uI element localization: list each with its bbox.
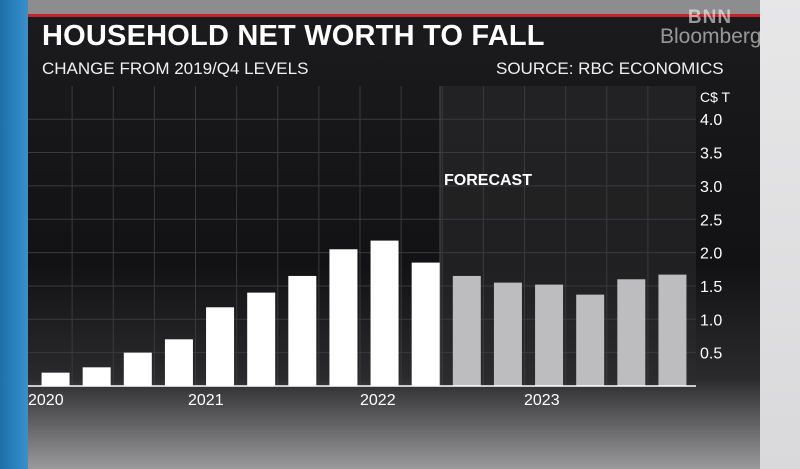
bar-actual-2 bbox=[123, 352, 152, 386]
y-tick-label-4: 2.5 bbox=[700, 212, 722, 229]
y-axis-ticks: 0.5 1.0 1.5 2.0 2.5 3.0 3.5 4.0 bbox=[700, 112, 722, 362]
bar-forecast-13 bbox=[576, 294, 605, 386]
bar-actual-8 bbox=[370, 240, 399, 386]
forecast-shade bbox=[440, 86, 696, 386]
bar-actual-1 bbox=[82, 367, 111, 386]
x-year-label-2022: 2022 bbox=[360, 392, 396, 409]
bars-layer bbox=[41, 240, 687, 386]
y-tick-label-1: 1.0 bbox=[700, 312, 722, 329]
logo-line-bloomberg: Bloomberg bbox=[660, 25, 762, 48]
bar-actual-7 bbox=[329, 249, 358, 386]
bar-forecast-10 bbox=[452, 275, 481, 386]
bar-actual-3 bbox=[164, 339, 193, 386]
bar-actual-9 bbox=[411, 262, 440, 386]
chart-subtitle: CHANGE FROM 2019/Q4 LEVELS bbox=[42, 59, 309, 78]
y-tick-label-6: 3.5 bbox=[700, 146, 722, 163]
y-axis-unit: C$ T bbox=[700, 89, 731, 105]
chart-title: HOUSEHOLD NET WORTH TO FALL bbox=[42, 20, 545, 52]
bar-forecast-11 bbox=[493, 282, 522, 386]
y-tick-label-3: 2.0 bbox=[700, 246, 722, 263]
bar-actual-5 bbox=[247, 292, 276, 386]
x-year-label-2023: 2023 bbox=[524, 392, 560, 409]
y-tick-label-5: 3.0 bbox=[700, 179, 722, 196]
forecast-annotation: FORECAST bbox=[444, 172, 532, 189]
bar-forecast-12 bbox=[535, 284, 564, 386]
y-tick-label-7: 4.0 bbox=[700, 112, 722, 129]
bnn-bloomberg-logo: BNN Bloomberg bbox=[660, 7, 762, 48]
x-year-label-2021: 2021 bbox=[188, 392, 224, 409]
logo-line-bnn: BNN bbox=[687, 7, 733, 28]
bar-actual-4 bbox=[206, 307, 235, 386]
y-tick-label-0: 0.5 bbox=[700, 346, 722, 363]
x-year-label-2020: 2020 bbox=[28, 392, 64, 409]
bar-actual-6 bbox=[288, 275, 317, 386]
top-accent-bar bbox=[28, 14, 760, 17]
x-axis-year-labels: 2020 2021 2022 2023 bbox=[28, 392, 560, 409]
bar-forecast-15 bbox=[658, 274, 687, 386]
bar-actual-0 bbox=[41, 372, 70, 386]
source-credit: SOURCE: RBC ECONOMICS bbox=[496, 59, 724, 78]
y-tick-label-2: 1.5 bbox=[700, 279, 722, 296]
bar-forecast-14 bbox=[617, 279, 646, 386]
left-edge-background bbox=[0, 0, 28, 469]
right-edge-background bbox=[760, 0, 800, 469]
